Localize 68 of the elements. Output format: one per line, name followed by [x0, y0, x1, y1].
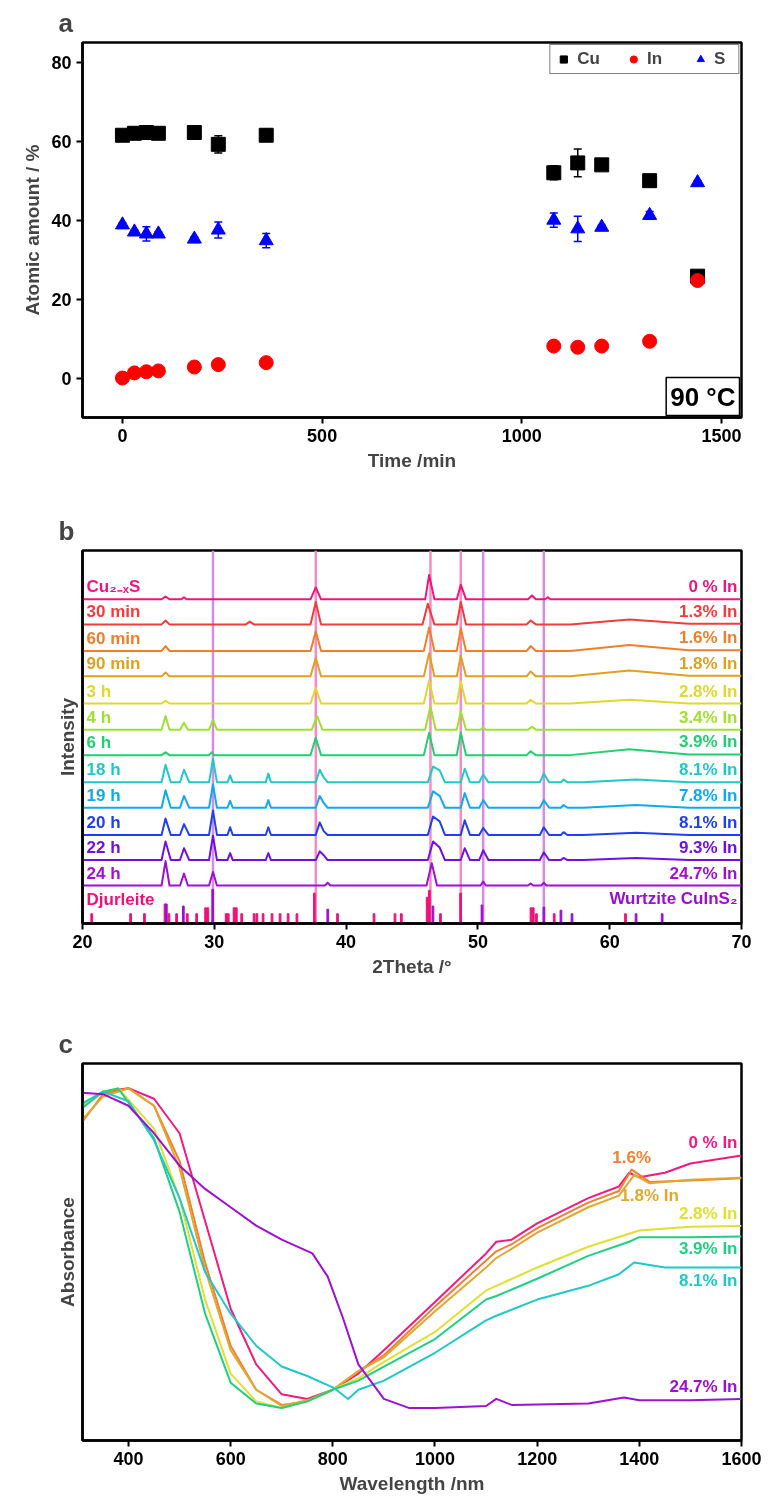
series-label: 19 h: [86, 785, 121, 805]
legend-label: S: [714, 49, 727, 69]
chart-title: c: [58, 1028, 73, 1059]
series-label: 90 min: [86, 654, 141, 674]
series-label: 30 min: [86, 602, 141, 622]
annotation: 8.1% In: [678, 1270, 738, 1290]
y-tick-label: 40: [51, 210, 72, 231]
series-label: 18 h: [86, 760, 121, 780]
series-label: 3 h: [86, 681, 112, 701]
annotation: 0 % In: [688, 577, 738, 597]
annotation: 7.8% In: [678, 785, 738, 805]
annotation: 1.6% In: [678, 628, 738, 648]
legend-label: Cu: [577, 49, 600, 69]
x-tick-label: 1000: [501, 425, 542, 446]
x-tick-label: 40: [336, 931, 357, 952]
annotation: 1.8% In: [678, 653, 738, 673]
annotation: 3.9% In: [678, 732, 738, 752]
x-tick-label: 50: [467, 931, 488, 952]
annotation: 1.3% In: [678, 601, 738, 621]
x-tick-label: 0: [117, 425, 128, 446]
annotation: 8.1% In: [678, 760, 738, 780]
x-tick-label: 800: [317, 1448, 348, 1469]
x-axis-title: 2Theta /°: [372, 955, 452, 977]
x-tick-label: 1400: [619, 1448, 660, 1469]
annotation: 24.7% In: [669, 863, 738, 883]
series-label: 6 h: [86, 733, 112, 753]
x-tick-label: 20: [72, 931, 93, 952]
y-axis-title: Atomic amount / %: [22, 144, 44, 316]
y-tick-label: 80: [51, 52, 72, 73]
x-tick-label: 30: [204, 931, 225, 952]
y-tick-label: 0: [61, 368, 72, 389]
x-axis-title: Time /min: [367, 449, 457, 471]
annotation: 8.1% In: [678, 812, 738, 832]
series-label: 60 min: [86, 628, 141, 648]
annotation: 2.8% In: [678, 1203, 738, 1223]
x-tick-label: 1600: [721, 1448, 762, 1469]
annotation: 1.6%: [612, 1147, 652, 1167]
y-tick-label: 20: [51, 289, 72, 310]
annotation: 0 % In: [688, 1133, 738, 1153]
annotation: 9.3% In: [678, 838, 738, 858]
x-tick-label: 70: [731, 931, 752, 952]
annotation: 2.8% In: [678, 681, 738, 701]
series-label: 22 h: [86, 838, 121, 858]
series-label: 20 h: [86, 812, 121, 832]
annotation: 3.9% In: [678, 1239, 738, 1259]
x-tick-label: 500: [307, 425, 338, 446]
x-tick-label: 1200: [517, 1448, 558, 1469]
y-axis-title: Intensity: [56, 697, 78, 777]
x-tick-label: 1500: [701, 425, 742, 446]
series-label: 4 h: [86, 707, 112, 727]
y-axis-title: Absorbance: [56, 1197, 78, 1307]
annotation: 24.7% In: [669, 1376, 738, 1396]
annotation: 1.8% In: [620, 1186, 679, 1206]
x-tick-label: 60: [599, 931, 620, 952]
x-tick-label: 600: [215, 1448, 246, 1469]
y-tick-label: 60: [51, 131, 72, 152]
chart-title: b: [58, 515, 75, 546]
x-axis-title: Wavelength /nm: [339, 1472, 485, 1494]
annotation: 90 °C: [670, 381, 736, 412]
legend-label: In: [647, 49, 664, 69]
x-tick-label: 1000: [414, 1448, 456, 1469]
series-label: 24 h: [86, 863, 121, 883]
chart-title: a: [58, 7, 74, 38]
series-label: Djurleite: [86, 890, 155, 910]
x-tick-label: 400: [113, 1448, 144, 1469]
series-label: Cu₂₋ₓS: [86, 577, 141, 597]
annotation: 3.4% In: [678, 707, 738, 727]
series-label: Wurtzite CuInS₂: [609, 889, 738, 909]
